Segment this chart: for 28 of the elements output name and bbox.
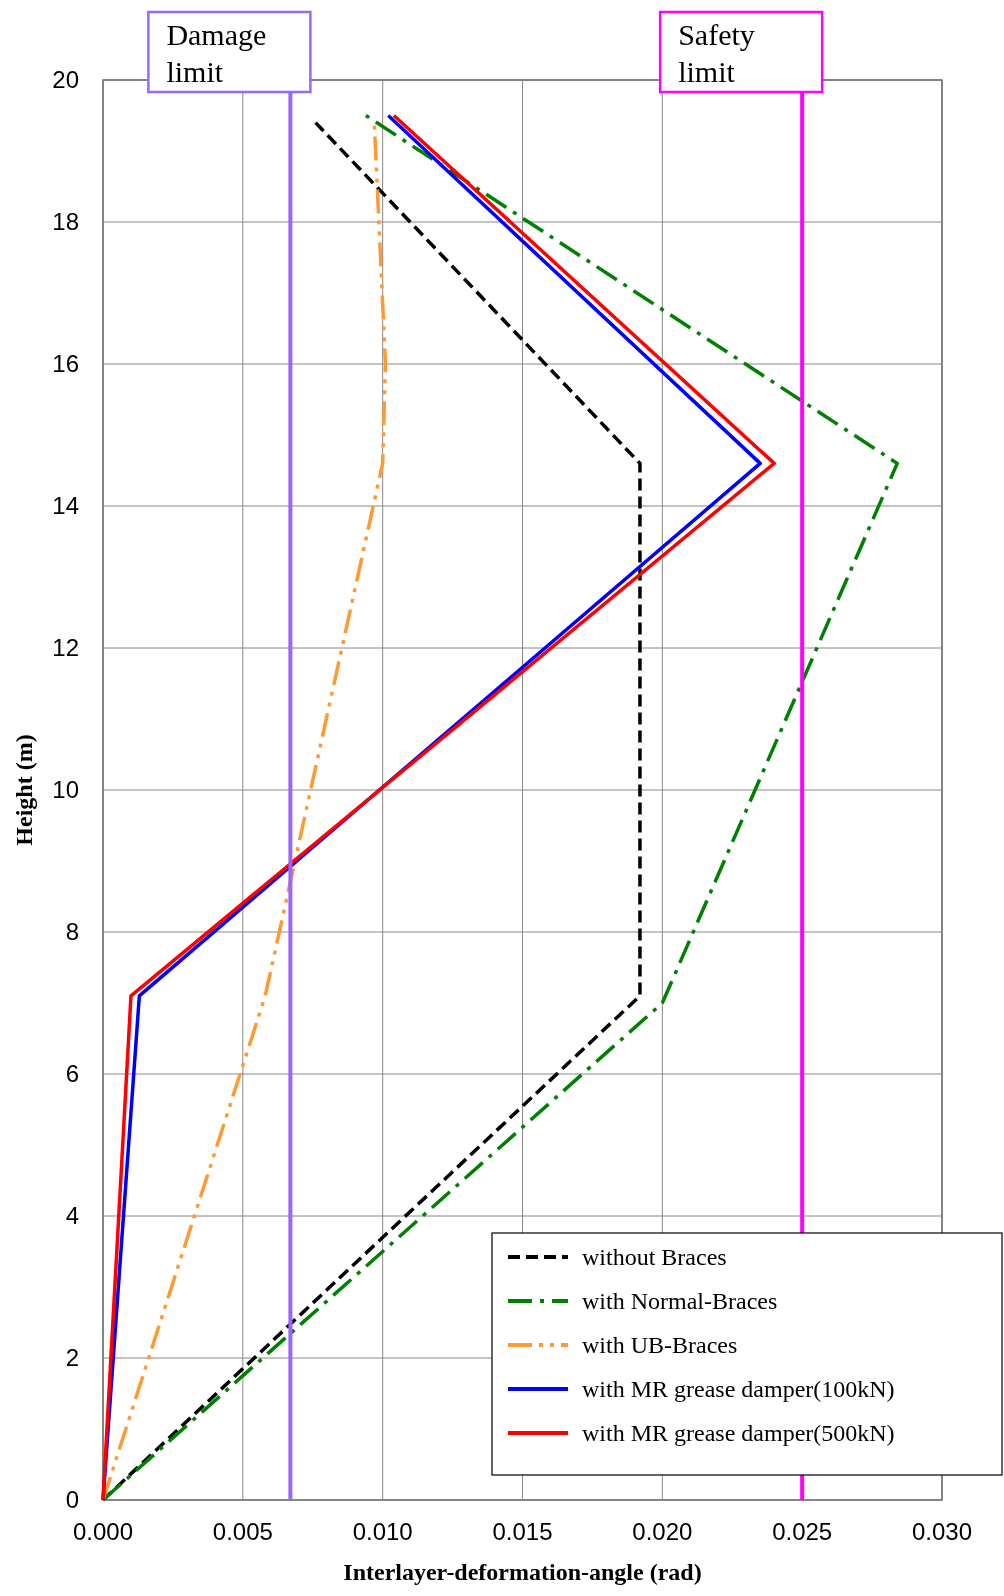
ref-line-label: Damage limit — [166, 18, 267, 88]
y-tick-label: 12 — [52, 634, 79, 661]
line-series — [101, 113, 899, 1502]
x-tick-label: 0.015 — [492, 1518, 553, 1545]
y-tick-label: 14 — [52, 492, 79, 519]
ref-line-label: Safety limit — [678, 18, 755, 88]
y-tick-label: 16 — [52, 350, 79, 377]
x-tick-label: 0.030 — [911, 1518, 973, 1545]
legend-label: without Braces — [582, 1244, 727, 1270]
y-tick-label: 8 — [65, 918, 79, 945]
legend-label: with Normal-Braces — [582, 1288, 778, 1314]
legend-label: with MR grease damper(500kN) — [582, 1420, 895, 1446]
x-tick-label: 0.025 — [772, 1518, 833, 1545]
legend-label: with MR grease damper(100kN) — [582, 1376, 895, 1402]
y-tick-label: 0 — [65, 1486, 79, 1513]
x-axis-title: Interlayer-deformation-angle (rad) — [343, 1559, 702, 1585]
y-axis-title: Height (m) — [11, 734, 37, 846]
x-tick-label: 0.020 — [632, 1518, 693, 1545]
y-tick-label: 20 — [52, 66, 79, 93]
x-tick-label: 0.005 — [212, 1518, 273, 1545]
y-tick-label: 6 — [65, 1060, 79, 1087]
x-tick-label: 0.010 — [352, 1518, 413, 1545]
legend-label: with UB-Braces — [582, 1332, 738, 1358]
y-tick-label: 18 — [52, 208, 79, 235]
x-tick-label: 0.000 — [72, 1518, 134, 1545]
y-tick-label: 2 — [65, 1344, 79, 1371]
y-tick-label: 10 — [52, 776, 79, 803]
y-tick-label: 4 — [65, 1202, 79, 1229]
